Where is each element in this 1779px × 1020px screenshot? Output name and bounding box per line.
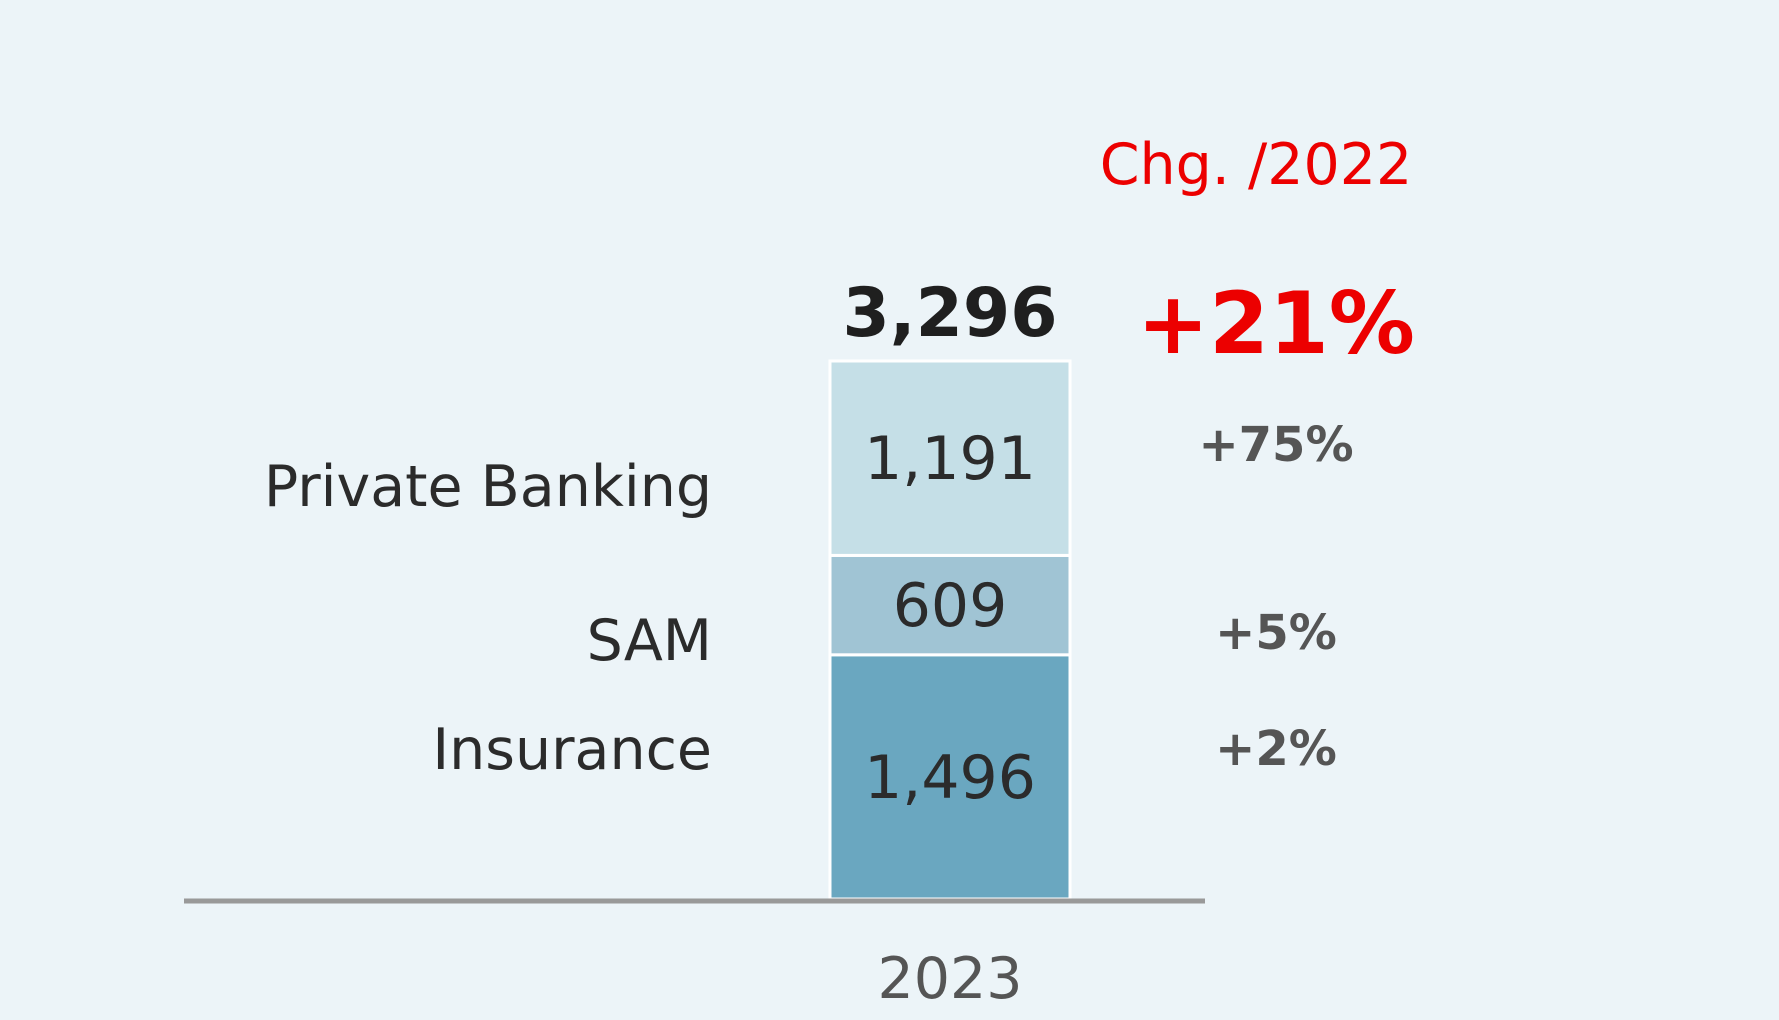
total-value-label: 3,296 bbox=[842, 274, 1057, 353]
x-tick-label: 2023 bbox=[877, 946, 1022, 1012]
segment-change-label: +75% bbox=[1198, 417, 1353, 473]
series-label: Private Banking bbox=[264, 454, 712, 520]
change-header: Chg. /2022 bbox=[1100, 132, 1413, 198]
segment-value-label: 1,191 bbox=[864, 424, 1036, 494]
bar-segment-insurance bbox=[828, 653, 1072, 901]
bar-segment-private-banking bbox=[828, 359, 1072, 557]
series-label: Insurance bbox=[432, 717, 712, 783]
segment-change-label: +5% bbox=[1215, 605, 1337, 661]
segment-value-label: 1,496 bbox=[864, 743, 1036, 813]
segment-change-label: +2% bbox=[1215, 721, 1337, 777]
bar-segment-sam bbox=[828, 553, 1072, 657]
series-label: SAM bbox=[587, 608, 712, 674]
total-change-label: +21% bbox=[1137, 274, 1415, 374]
segment-value-label: 609 bbox=[893, 571, 1008, 641]
